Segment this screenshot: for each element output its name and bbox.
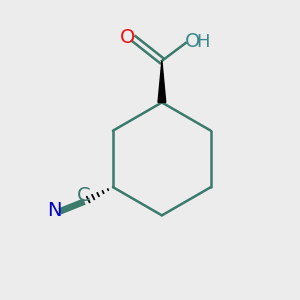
Text: N: N (47, 200, 62, 220)
Text: C: C (76, 186, 90, 205)
Polygon shape (158, 61, 166, 102)
Text: O: O (120, 28, 135, 46)
Text: O: O (185, 32, 200, 51)
Text: H: H (196, 33, 210, 51)
